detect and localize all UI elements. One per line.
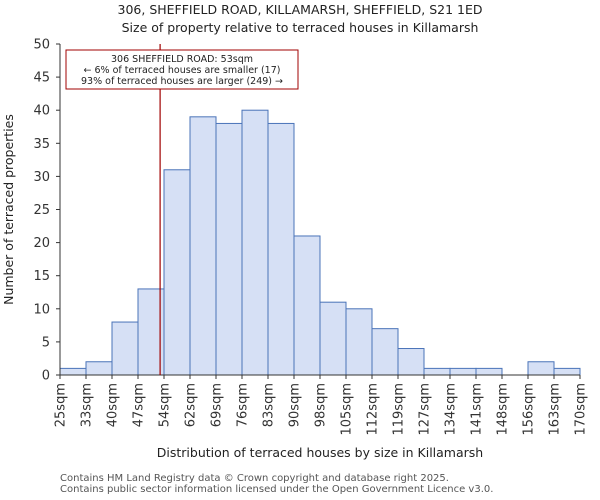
- histogram-bar: [85, 361, 113, 376]
- x-tick-label: 54sqm: [158, 383, 173, 427]
- y-tick-label: 15: [33, 269, 50, 284]
- histogram-bar: [397, 348, 425, 376]
- y-tick-label: 25: [33, 203, 50, 218]
- histogram-bar: [475, 367, 503, 376]
- y-tick-label: 0: [42, 369, 50, 384]
- histogram-bar: [189, 116, 217, 376]
- x-tick-label: 83sqm: [262, 383, 277, 427]
- histogram-bar: [59, 367, 87, 376]
- x-tick-label: 170sqm: [574, 383, 589, 436]
- y-axis-title: Number of terraced properties: [1, 114, 16, 305]
- annotation-line-larger: 93% of terraced houses are larger (249) …: [81, 76, 283, 87]
- x-tick-label: 69sqm: [210, 383, 225, 427]
- y-tick-label: 20: [33, 236, 50, 251]
- x-tick-label: 47sqm: [132, 383, 147, 427]
- x-tick-label: 134sqm: [444, 383, 459, 436]
- x-tick-label: 40sqm: [106, 383, 121, 427]
- y-tick-label: 35: [33, 137, 50, 152]
- histogram-bar: [449, 367, 477, 376]
- histogram-bar: [267, 122, 295, 376]
- x-tick-label: 156sqm: [522, 383, 537, 436]
- x-tick-label: 25sqm: [54, 383, 69, 427]
- x-tick-label: 163sqm: [548, 383, 563, 436]
- histogram-bar: [293, 235, 321, 376]
- y-tick-label: 45: [33, 71, 50, 86]
- x-tick-label: 141sqm: [470, 383, 485, 436]
- footer-copyright: Contains HM Land Registry data © Crown c…: [60, 473, 449, 484]
- histogram-bar: [423, 367, 451, 376]
- annotation-box: [65, 49, 299, 90]
- y-tick-label: 5: [42, 335, 50, 350]
- x-tick-label: 76sqm: [236, 383, 251, 427]
- histogram-bar: [319, 301, 347, 376]
- x-tick-label: 90sqm: [288, 383, 303, 427]
- histogram-bar: [553, 367, 581, 376]
- y-tick-label: 40: [33, 104, 50, 119]
- footer-licence: Contains public sector information licen…: [60, 484, 494, 495]
- x-tick-label: 112sqm: [366, 383, 381, 436]
- y-tick-label: 30: [33, 170, 50, 185]
- x-tick-label: 98sqm: [314, 383, 329, 427]
- x-tick-label: 105sqm: [340, 383, 355, 436]
- histogram-bar: [215, 122, 243, 376]
- histogram-bar: [371, 328, 399, 376]
- x-tick-label: 148sqm: [496, 383, 511, 436]
- chart-subtitle: Size of property relative to terraced ho…: [121, 20, 479, 35]
- x-tick-label: 119sqm: [392, 383, 407, 436]
- x-tick-label: 62sqm: [184, 383, 199, 427]
- y-tick-label: 10: [33, 302, 50, 317]
- annotation-line-smaller: ← 6% of terraced houses are smaller (17): [84, 65, 281, 76]
- x-tick-label: 127sqm: [418, 383, 433, 436]
- histogram-bar: [345, 308, 373, 376]
- histogram-bar: [241, 109, 269, 376]
- annotation-line-address: 306 SHEFFIELD ROAD: 53sqm: [111, 54, 253, 65]
- histogram-bar: [163, 169, 191, 376]
- histogram-bar: [527, 361, 555, 376]
- chart-title: 306, SHEFFIELD ROAD, KILLAMARSH, SHEFFIE…: [117, 2, 483, 17]
- x-tick-label: 33sqm: [80, 383, 95, 427]
- x-axis-title: Distribution of terraced houses by size …: [157, 445, 483, 460]
- y-tick-label: 50: [33, 38, 50, 53]
- histogram-bar: [111, 321, 139, 376]
